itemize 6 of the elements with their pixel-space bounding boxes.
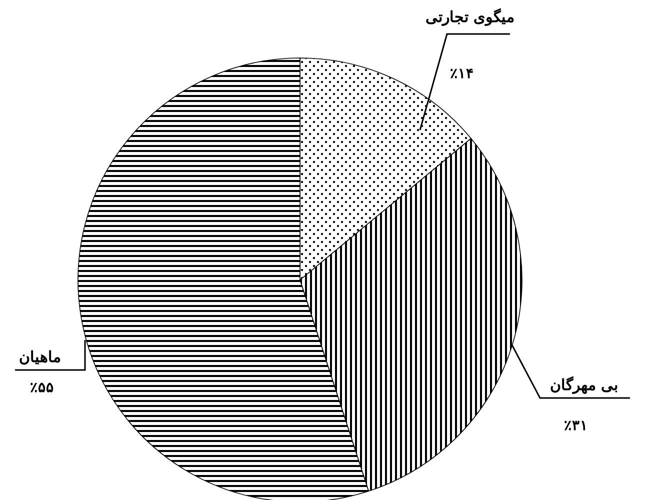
slice-label: بی مهرگان [550, 376, 618, 394]
data-label: ٪۱۴ [450, 66, 474, 82]
slice-label: ماهیان [19, 348, 61, 366]
slice-label: میگوی تجارتی [425, 8, 515, 26]
data-label: ٪۵۵ [30, 380, 54, 396]
data-label: ٪۳۱ [564, 418, 588, 434]
